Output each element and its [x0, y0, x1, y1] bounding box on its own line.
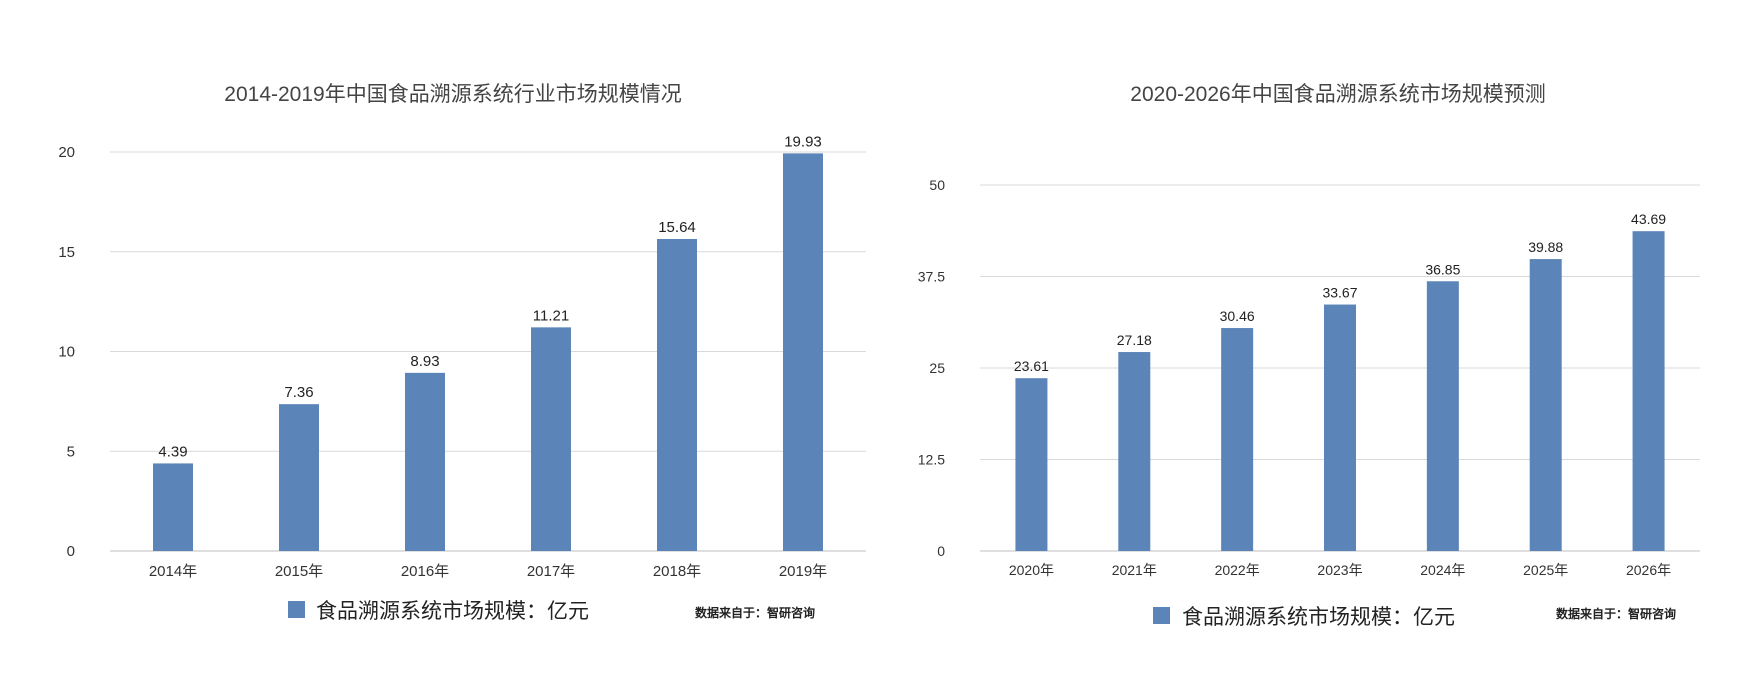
value-label: 11.21: [533, 307, 569, 324]
x-tick-label: 2020年: [1009, 562, 1054, 578]
y-tick-label: 5: [67, 443, 75, 460]
chart-2-title: 2020-2026年中国食品溯源系统市场规模预测: [1130, 83, 1545, 106]
chart-2-legend-swatch: [1153, 607, 1170, 624]
x-tick-label: 2017年: [527, 563, 575, 580]
chart-2-bars: [1015, 231, 1665, 551]
value-label: 36.85: [1425, 261, 1460, 277]
chart-2-source: 数据来自于：智研咨询: [1556, 606, 1676, 621]
value-label: 23.61: [1014, 358, 1049, 374]
bar: [1632, 231, 1665, 551]
x-tick-label: 2026年: [1626, 562, 1671, 578]
chart-2-value-labels: 23.61 27.18 30.46 33.67 36.85 39.88 43.69: [1014, 211, 1666, 374]
chart-1-legend: 食品溯源系统市场规模：亿元: [288, 600, 589, 623]
y-tick-label: 20: [58, 144, 75, 161]
value-label: 19.93: [784, 133, 822, 150]
y-tick-label: 10: [58, 344, 75, 361]
chart-2-legend: 食品溯源系统市场规模：亿元: [1153, 606, 1455, 629]
value-label: 7.36: [284, 384, 313, 401]
x-tick-label: 2025年: [1523, 562, 1568, 578]
bar: [1221, 328, 1254, 551]
bar: [153, 463, 193, 551]
x-tick-label: 2024年: [1420, 562, 1465, 578]
chart-2-x-axis: 2020年 2021年 2022年 2023年 2024年 2025年 2026年: [1009, 562, 1671, 578]
x-tick-label: 2021年: [1112, 562, 1157, 578]
value-label: 4.39: [158, 443, 187, 460]
y-tick-label: 0: [67, 543, 75, 560]
value-label: 43.69: [1631, 211, 1666, 227]
value-label: 15.64: [658, 219, 696, 236]
x-tick-label: 2023年: [1317, 562, 1362, 578]
y-tick-label: 50: [929, 177, 945, 193]
bar: [1118, 352, 1151, 551]
chart-1-value-labels: 4.39 7.36 8.93 11.21 15.64 19.93: [158, 133, 821, 460]
bar: [1529, 259, 1562, 551]
bar: [405, 372, 445, 551]
bar: [1015, 378, 1048, 551]
chart-1: 2014-2019年中国食品溯源系统行业市场规模情况 0 5 10 15 20 4.39…: [58, 83, 866, 623]
chart-2-legend-label: 食品溯源系统市场规模：亿元: [1182, 606, 1455, 629]
bar: [279, 404, 319, 551]
value-label: 33.67: [1322, 285, 1357, 301]
y-tick-label: 0: [937, 543, 945, 559]
value-label: 8.93: [410, 353, 439, 370]
chart-2-y-axis: 0 12.5 25 37.5 50: [918, 177, 945, 559]
chart-2: 2020-2026年中国食品溯源系统市场规模预测 0 12.5 25 37.5 50 2…: [918, 83, 1700, 629]
chart-1-gridlines: [110, 151, 866, 552]
x-tick-label: 2016年: [401, 563, 449, 580]
value-label: 30.46: [1220, 308, 1255, 324]
chart-1-legend-label: 食品溯源系统市场规模：亿元: [316, 600, 589, 623]
chart-1-title: 2014-2019年中国食品溯源系统行业市场规模情况: [224, 83, 681, 106]
y-tick-label: 15: [58, 244, 75, 261]
bar: [1324, 304, 1356, 551]
value-label: 27.18: [1117, 332, 1152, 348]
bar: [1426, 281, 1459, 551]
bar: [783, 153, 823, 552]
x-tick-label: 2019年: [779, 563, 827, 580]
y-tick-label: 25: [929, 360, 945, 376]
chart-1-source: 数据来自于：智研咨询: [695, 605, 815, 620]
chart-1-bars: [153, 153, 823, 552]
x-tick-label: 2014年: [149, 563, 197, 580]
x-tick-label: 2018年: [653, 563, 701, 580]
value-label: 39.88: [1528, 239, 1563, 255]
chart-1-legend-swatch: [288, 601, 305, 618]
chart-1-y-axis: 0 5 10 15 20: [58, 144, 75, 560]
x-tick-label: 2015年: [275, 563, 323, 580]
y-tick-label: 12.5: [918, 452, 945, 468]
x-tick-label: 2022年: [1215, 562, 1260, 578]
y-tick-label: 37.5: [918, 269, 945, 285]
chart-1-x-axis: 2014年 2015年 2016年 2017年 2018年 2019年: [149, 563, 827, 580]
bar: [531, 327, 571, 551]
bar: [657, 238, 697, 551]
